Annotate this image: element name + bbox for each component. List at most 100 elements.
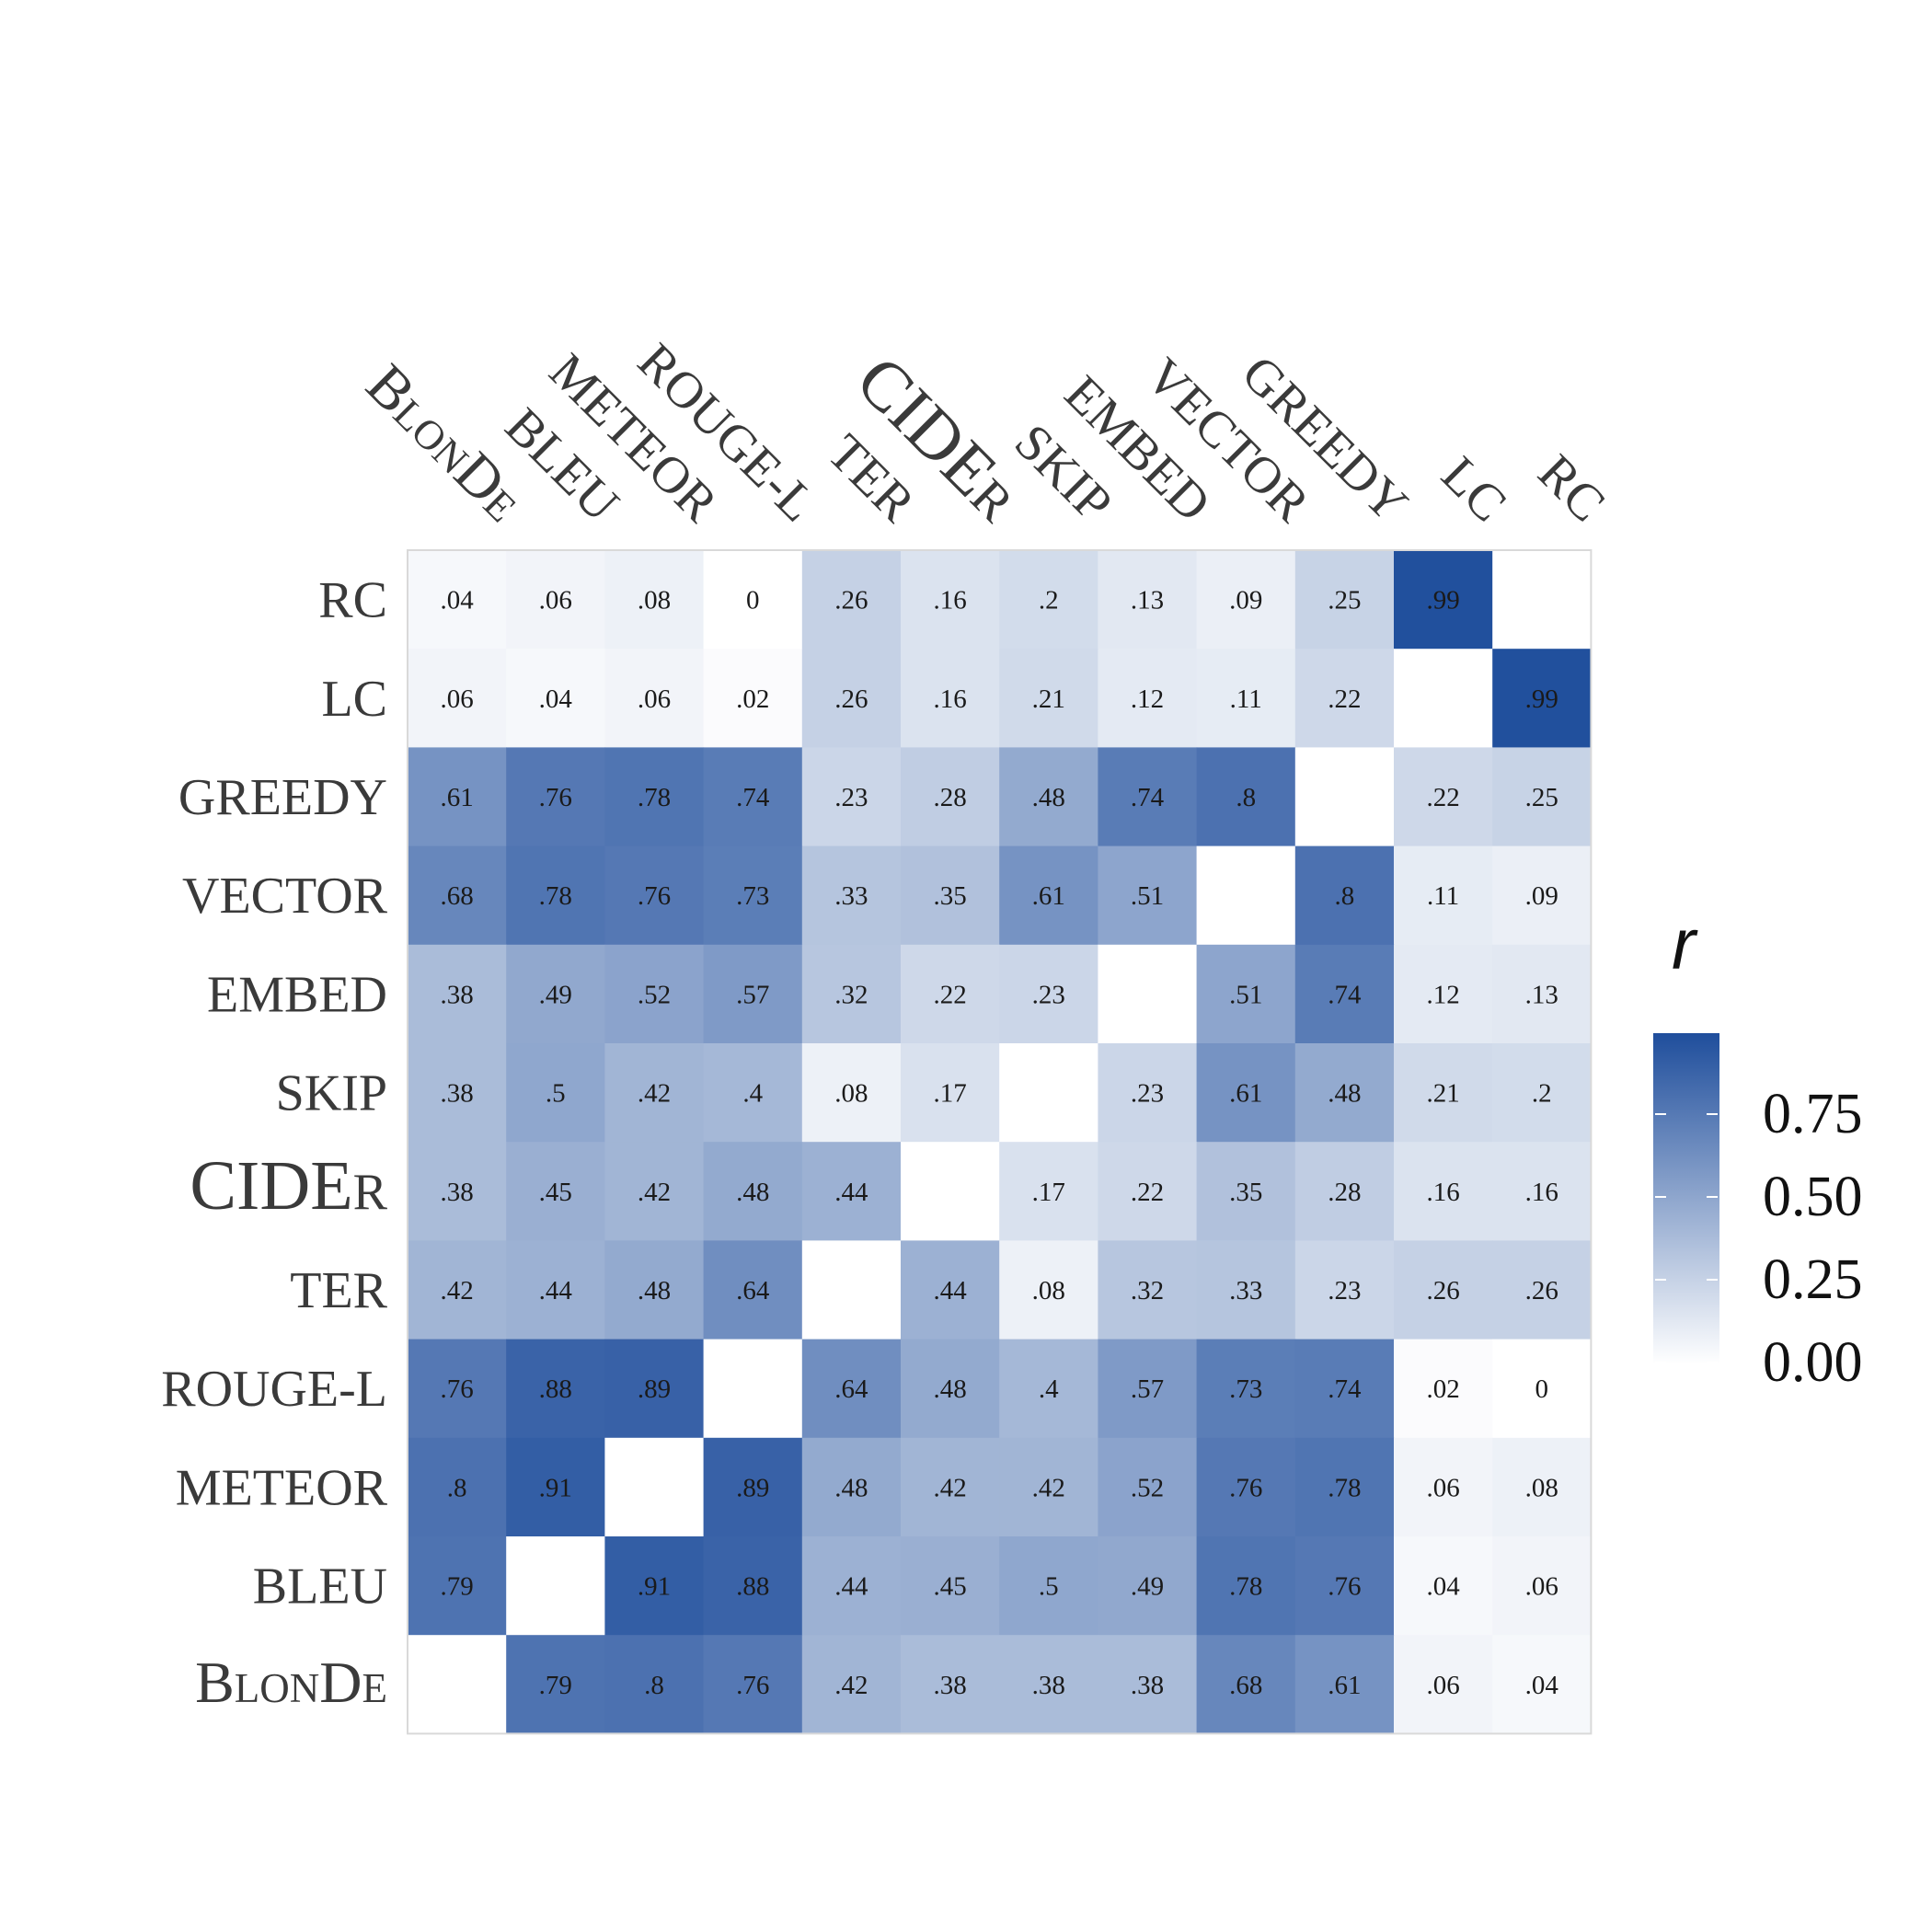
heatmap-cell <box>901 1240 1000 1340</box>
cell-value-label: .79 <box>440 1572 473 1602</box>
heatmap-cell <box>801 747 902 847</box>
heatmap-cell <box>1492 1635 1592 1734</box>
cell-value-label: .78 <box>638 783 671 812</box>
heatmap-cell <box>1196 1437 1296 1537</box>
cell-value-label: .5 <box>546 1079 566 1109</box>
heatmap-cell <box>506 747 605 847</box>
row-label-ter: TER <box>290 1262 387 1319</box>
heatmap-cell <box>604 845 705 946</box>
cell-value-label: .38 <box>440 980 473 1009</box>
legend-tick-label: 0.25 <box>1763 1248 1863 1311</box>
row-labels: RC LC GREEDY VECTOR EMBED SKIP CIDER TER ROUGE-L… <box>161 572 387 1715</box>
cell-value-label: .52 <box>638 980 671 1009</box>
heatmap-cell <box>604 1635 705 1734</box>
cell-value-label: .23 <box>1032 980 1065 1009</box>
cell-value-label: .16 <box>933 684 966 714</box>
heatmap-cell <box>1394 1142 1493 1241</box>
cell-value-label: .68 <box>440 881 473 911</box>
heatmap-cell <box>1492 1240 1592 1340</box>
heatmap-cell <box>506 944 605 1044</box>
heatmap-cell <box>1098 1437 1198 1537</box>
heatmap-cell <box>604 944 705 1044</box>
heatmap-cell <box>901 1142 1000 1241</box>
heatmap-cell <box>1098 1142 1198 1241</box>
cell-value-label: .61 <box>1229 1079 1262 1109</box>
heatmap-cell <box>801 550 902 650</box>
heatmap-cell <box>1394 1635 1493 1734</box>
heatmap-cell <box>1294 649 1395 748</box>
cell-value-label: .26 <box>1525 1276 1558 1305</box>
heatmap-cell <box>506 1437 605 1537</box>
heatmap-cell <box>408 1339 507 1439</box>
heatmap-cell <box>604 1437 705 1537</box>
cell-value-label: .02 <box>1426 1374 1459 1404</box>
heatmap-cell <box>1196 1635 1296 1734</box>
cell-value-label: .22 <box>1426 783 1459 812</box>
cell-value-label: .11 <box>1427 881 1459 911</box>
heatmap-cell <box>901 845 1000 946</box>
heatmap-cell <box>1294 1240 1395 1340</box>
heatmap-cell <box>1492 747 1592 847</box>
cell-value-label: .25 <box>1525 783 1558 812</box>
cell-value-label: .25 <box>1328 586 1361 615</box>
cell-value-label: .21 <box>1426 1079 1459 1109</box>
heatmap-cell <box>1196 550 1296 650</box>
heatmap-cell <box>801 1043 902 1143</box>
cell-value-label: .45 <box>539 1178 572 1207</box>
cell-value-label: .22 <box>1131 1178 1164 1207</box>
heatmap-cell <box>408 649 507 748</box>
heatmap-cell <box>703 1536 803 1636</box>
row-label-blonde: BLONDE <box>195 1650 387 1715</box>
cell-value-label: .48 <box>834 1473 868 1502</box>
cell-value-label: .42 <box>1032 1473 1065 1502</box>
heatmap-cell <box>506 550 605 650</box>
heatmap-cell <box>703 1240 803 1340</box>
row-label-meteor: METEOR <box>176 1459 388 1516</box>
heatmap-cell <box>1394 944 1493 1044</box>
heatmap-cell <box>408 1240 507 1340</box>
cell-value-label: .35 <box>933 881 966 911</box>
column-labels: BLONDEBLEUMETEORROUGE-LTERCIDERSKIPEMBED… <box>354 333 1616 534</box>
heatmap-cell <box>604 1339 705 1439</box>
cell-value-label: .78 <box>1229 1572 1262 1602</box>
cell-value-label: .61 <box>1328 1671 1361 1700</box>
row-label-vector: VECTOR <box>182 868 388 925</box>
heatmap-cell <box>408 747 507 847</box>
cell-value-label: .49 <box>1131 1572 1164 1602</box>
cell-value-label: .4 <box>1039 1374 1059 1404</box>
heatmap-cell <box>1394 1536 1493 1636</box>
heatmap-cell <box>801 944 902 1044</box>
heatmap-cell <box>1394 1339 1493 1439</box>
heatmap-cell <box>506 1339 605 1439</box>
cell-value-label: .88 <box>539 1374 572 1404</box>
cell-value-label: .99 <box>1426 586 1459 615</box>
cell-value-label: .8 <box>447 1473 467 1502</box>
heatmap-cell <box>1394 1043 1493 1143</box>
heatmap-cell <box>999 944 1098 1044</box>
cell-value-label: .04 <box>1525 1671 1559 1700</box>
heatmap-cell <box>408 1043 507 1143</box>
heatmap-cell <box>999 649 1098 748</box>
cell-value-label: .64 <box>736 1276 770 1305</box>
cell-value-label: .04 <box>539 684 573 714</box>
cell-value-label: .88 <box>736 1572 769 1602</box>
cell-value-label: .23 <box>1131 1079 1164 1109</box>
cell-value-label: .74 <box>1328 980 1362 1009</box>
heatmap-cell <box>506 1635 605 1734</box>
heatmap-cell <box>703 1142 803 1241</box>
heatmap-cell <box>604 1536 705 1636</box>
heatmap-cell <box>1394 649 1493 748</box>
legend-tick-label: 0.75 <box>1763 1083 1863 1145</box>
heatmap-cell <box>1098 1635 1198 1734</box>
heatmap-cell <box>901 1437 1000 1537</box>
cell-value-label: .61 <box>1032 881 1065 911</box>
cell-value-label: .21 <box>1032 684 1065 714</box>
heatmap-cell <box>901 550 1000 650</box>
heatmap-cell <box>408 550 507 650</box>
cell-value-label: .51 <box>1229 980 1262 1009</box>
cell-value-label: .76 <box>440 1374 473 1404</box>
cell-value-label: .42 <box>834 1671 868 1700</box>
cell-value-label: .16 <box>1525 1178 1558 1207</box>
cell-value-label: .45 <box>933 1572 966 1602</box>
